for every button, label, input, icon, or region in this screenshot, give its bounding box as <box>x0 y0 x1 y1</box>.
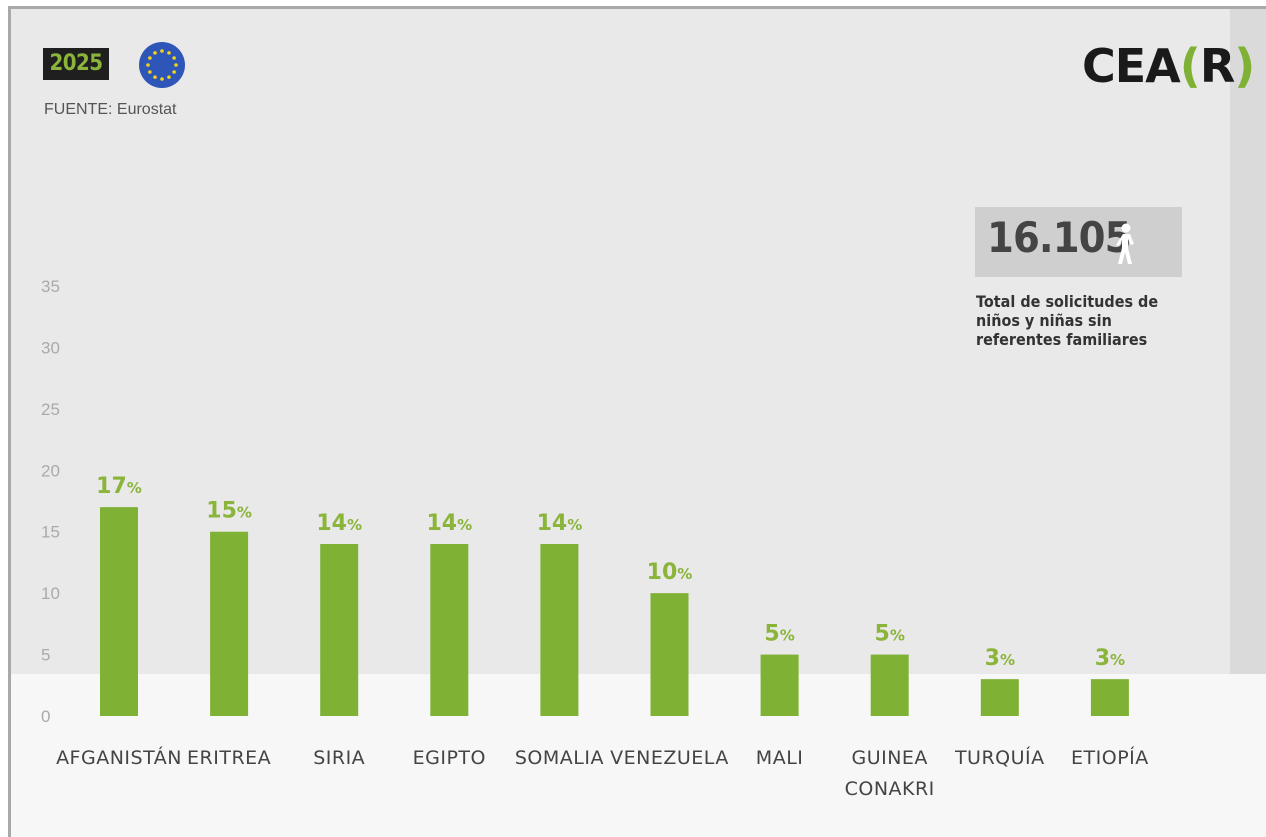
eu-star <box>172 56 176 60</box>
eu-star <box>153 51 157 55</box>
value-number: 5 <box>764 622 779 647</box>
child-walking-icon <box>1116 223 1134 264</box>
x-category-label: EGIPTO <box>413 747 486 769</box>
value-number: 17 <box>96 474 127 499</box>
x-category-label: GUINEA <box>851 747 927 769</box>
bar <box>980 679 1019 716</box>
value-label: 15% <box>206 499 252 524</box>
background-side-wall <box>1230 8 1266 700</box>
eu-star <box>146 63 150 67</box>
x-category-label: CONAKRI <box>845 778 935 800</box>
bar <box>760 654 799 716</box>
value-unit: % <box>237 504 252 522</box>
total-value: 16.105 <box>987 213 1132 262</box>
value-number: 14 <box>537 511 568 536</box>
eu-flag-icon <box>139 42 185 88</box>
year-badge: 2025 <box>43 48 109 80</box>
eu-star <box>160 49 164 53</box>
logo-letter: R <box>1199 39 1235 93</box>
logo-bracket-close: ) <box>1234 39 1255 93</box>
x-category-label: SOMALIA <box>515 747 604 769</box>
bar <box>210 531 249 716</box>
value-label: 5% <box>875 622 905 647</box>
value-label: 14% <box>426 511 472 536</box>
logo-bracket-open: ( <box>1179 39 1201 93</box>
x-category-label: AFGANISTÁN <box>56 746 182 769</box>
y-tick-label: 5 <box>41 646 50 665</box>
value-unit: % <box>890 627 905 645</box>
value-number: 14 <box>316 511 347 536</box>
y-tick-label: 35 <box>41 277 60 296</box>
y-tick-label: 15 <box>41 523 60 542</box>
eu-star <box>148 70 152 74</box>
value-unit: % <box>1000 651 1015 669</box>
value-number: 5 <box>875 622 890 647</box>
bar <box>320 544 359 716</box>
y-tick-label: 10 <box>41 584 60 603</box>
x-category-label: MALI <box>756 747 804 769</box>
eu-star <box>174 63 178 67</box>
bar <box>650 593 689 716</box>
frame-border-top <box>8 6 1266 9</box>
value-number: 3 <box>985 646 1000 671</box>
bar <box>540 544 579 716</box>
value-label: 10% <box>647 560 693 585</box>
value-unit: % <box>780 627 795 645</box>
value-unit: % <box>347 516 362 534</box>
value-label: 5% <box>764 622 794 647</box>
value-unit: % <box>457 516 472 534</box>
value-number: 3 <box>1095 646 1110 671</box>
eu-star <box>160 77 164 81</box>
bar <box>870 654 909 716</box>
x-category-label: ETIOPÍA <box>1071 746 1149 769</box>
eu-star <box>153 75 157 79</box>
x-category-label: VENEZUELA <box>610 747 729 769</box>
value-label: 14% <box>537 511 583 536</box>
value-number: 10 <box>647 560 678 585</box>
cear-logo: CEA(R) <box>1082 36 1255 96</box>
bar <box>1090 679 1129 716</box>
value-number: 15 <box>206 499 237 524</box>
total-description: Total de solicitudes de niños y niñas si… <box>976 292 1159 349</box>
value-label: 3% <box>1095 646 1125 671</box>
frame-border-left <box>8 6 11 837</box>
value-number: 14 <box>426 511 457 536</box>
x-category-label: TURQUÍA <box>954 746 1045 769</box>
eu-star <box>167 75 171 79</box>
bar <box>430 544 469 716</box>
y-tick-label: 0 <box>41 707 50 726</box>
value-label: 14% <box>316 511 362 536</box>
eu-star <box>167 51 171 55</box>
value-label: 3% <box>985 646 1015 671</box>
x-category-label: SIRIA <box>313 747 365 769</box>
value-unit: % <box>567 516 582 534</box>
total-box <box>975 207 1182 277</box>
value-unit: % <box>127 479 142 497</box>
source-text: FUENTE: Eurostat <box>44 101 177 118</box>
value-unit: % <box>677 565 692 583</box>
y-tick-label: 20 <box>41 461 60 480</box>
value-label: 17% <box>96 474 142 499</box>
y-tick-label: 25 <box>41 400 60 419</box>
x-category-label: ERITREA <box>187 747 271 769</box>
eu-star <box>148 56 152 60</box>
y-tick-label: 30 <box>41 338 60 357</box>
value-unit: % <box>1110 651 1125 669</box>
logo-text: CEA <box>1082 39 1181 93</box>
eu-star <box>172 70 176 74</box>
bar <box>100 507 138 716</box>
